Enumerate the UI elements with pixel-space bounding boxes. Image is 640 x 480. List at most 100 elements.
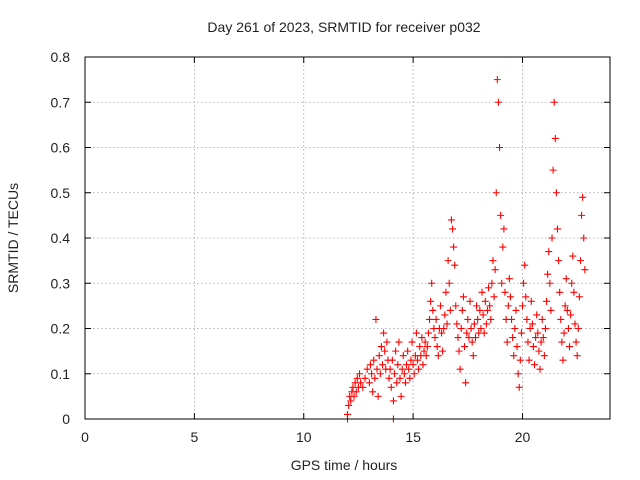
x-tick-label: 5 (190, 429, 198, 445)
data-point (446, 306, 454, 314)
data-point (415, 365, 423, 373)
data-point (373, 365, 381, 373)
data-point (458, 306, 466, 314)
data-point (576, 257, 584, 265)
data-point (523, 315, 531, 323)
data-point (465, 334, 473, 342)
data-point (396, 374, 404, 382)
data-point (365, 379, 373, 387)
data-point (485, 284, 493, 292)
data-point (474, 315, 482, 323)
data-point (466, 297, 474, 305)
data-point (391, 370, 399, 378)
data-point (578, 211, 586, 219)
data-point (385, 374, 393, 382)
data-point (555, 257, 563, 265)
data-point (422, 352, 430, 360)
data-point (569, 252, 577, 260)
x-axis-label: GPS time / hours (291, 457, 398, 473)
data-point (509, 334, 517, 342)
data-point (471, 334, 479, 342)
data-point (481, 297, 489, 305)
data-point (451, 261, 459, 269)
data-point (469, 352, 477, 360)
data-point (398, 365, 406, 373)
data-point (562, 275, 570, 283)
data-point (572, 338, 580, 346)
y-tick-label: 0.2 (51, 321, 71, 337)
data-point (383, 338, 391, 346)
data-point (420, 347, 428, 355)
data-point (526, 325, 534, 332)
data-point (440, 325, 448, 332)
data-point (361, 374, 369, 382)
data-point (560, 329, 568, 337)
data-point (407, 356, 415, 364)
data-point (493, 76, 501, 84)
data-point (535, 347, 543, 355)
data-point (515, 383, 523, 391)
data-point (554, 225, 561, 233)
data-point (381, 347, 389, 355)
data-point (404, 347, 412, 355)
data-point (356, 370, 364, 378)
data-point (450, 243, 458, 251)
data-point (363, 365, 371, 373)
data-point (501, 288, 509, 296)
data-point (434, 352, 442, 360)
data-point (380, 329, 388, 337)
axis-ticks (84, 56, 610, 420)
data-point (550, 98, 558, 106)
data-point (478, 288, 486, 296)
data-point (512, 306, 520, 314)
data-point (457, 325, 465, 332)
data-point (449, 225, 456, 233)
data-point (558, 338, 566, 346)
data-point (459, 293, 467, 301)
data-point (520, 279, 528, 287)
data-point (350, 392, 358, 400)
y-tick-label: 0 (62, 411, 70, 427)
data-point (456, 365, 464, 373)
data-point (533, 311, 541, 319)
data-point (444, 257, 452, 265)
data-point (433, 343, 441, 351)
data-point (556, 288, 564, 296)
data-point (545, 248, 553, 256)
data-point (397, 392, 405, 400)
data-point (463, 329, 471, 337)
data-point (408, 338, 416, 346)
data-point (494, 98, 502, 106)
data-point (366, 361, 374, 369)
data-point (406, 374, 414, 382)
data-point (392, 347, 400, 355)
y-tick-label: 0.7 (51, 94, 71, 110)
data-point (428, 279, 436, 287)
data-point (352, 388, 360, 396)
data-point (579, 193, 587, 201)
data-point (514, 370, 522, 378)
data-point (519, 302, 526, 310)
data-point (525, 356, 533, 364)
data-point (508, 315, 516, 323)
data-point (379, 361, 386, 369)
x-tick-label: 15 (405, 429, 421, 445)
data-point (484, 306, 491, 314)
data-point (369, 388, 377, 396)
data-point (506, 293, 514, 301)
data-point (418, 334, 426, 342)
data-point (510, 352, 518, 360)
data-point (443, 320, 451, 328)
data-point (534, 329, 542, 337)
data-point (377, 343, 385, 351)
data-point (400, 370, 408, 378)
data-point (539, 334, 547, 342)
data-point (571, 320, 579, 328)
data-point (441, 311, 449, 319)
data-point (429, 306, 437, 314)
data-point (412, 329, 420, 337)
data-point (452, 302, 460, 310)
data-point (423, 343, 431, 351)
data-point (498, 279, 506, 287)
